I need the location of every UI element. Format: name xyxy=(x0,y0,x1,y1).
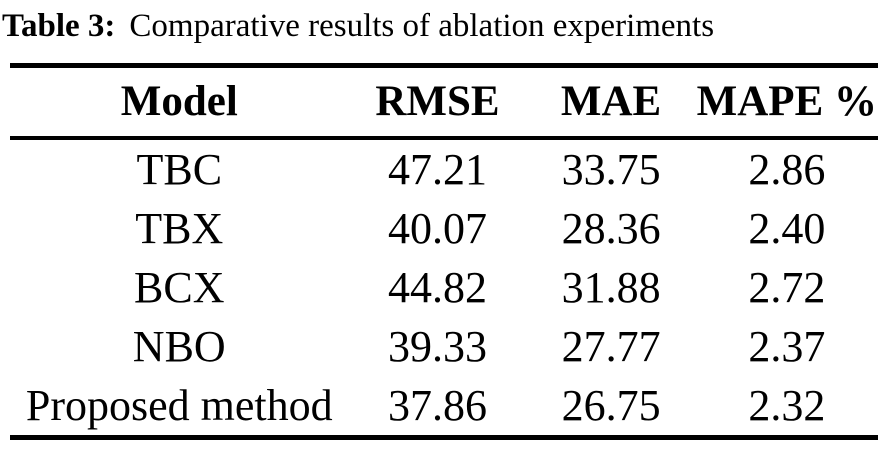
results-table: Model RMSE MAE MAPE % TBC 47.21 33.75 2.… xyxy=(10,62,878,440)
column-header-mae: MAE xyxy=(526,65,696,140)
mae-cell: 26.75 xyxy=(561,380,661,430)
rmse-cell: 37.86 xyxy=(387,380,487,430)
rmse-cell: 40.07 xyxy=(387,203,487,253)
column-header-model: Model xyxy=(10,65,349,140)
model-cell: Proposed method xyxy=(25,380,333,430)
model-cell: NBO xyxy=(132,321,226,371)
caption-label: Table 3: xyxy=(2,8,116,44)
mape-cell: 2.32 xyxy=(748,380,826,430)
table-row: Proposed method 37.86 26.75 2.32 xyxy=(10,376,878,438)
mae-cell: 31.88 xyxy=(561,262,661,312)
table-row: TBC 47.21 33.75 2.86 xyxy=(10,138,878,199)
table-header-row: Model RMSE MAE MAPE % xyxy=(10,65,878,140)
rmse-cell: 44.82 xyxy=(387,262,487,312)
mae-cell: 27.77 xyxy=(561,321,661,371)
model-cell: TBC xyxy=(136,144,223,194)
table-row: TBX 40.07 28.36 2.40 xyxy=(10,199,878,258)
table-row: BCX 44.82 31.88 2.72 xyxy=(10,258,878,317)
mae-cell: 28.36 xyxy=(561,203,661,253)
mae-cell: 33.75 xyxy=(561,144,661,194)
model-cell: BCX xyxy=(134,262,225,312)
mape-cell: 2.37 xyxy=(748,321,826,371)
mape-cell: 2.72 xyxy=(748,262,826,312)
mape-cell: 2.40 xyxy=(748,203,826,253)
table-caption: Table 3: Comparative results of ablation … xyxy=(0,0,888,48)
model-cell: TBX xyxy=(135,203,224,253)
table-row: NBO 39.33 27.77 2.37 xyxy=(10,317,878,376)
rmse-cell: 47.21 xyxy=(387,144,487,194)
caption-text: Comparative results of ablation experime… xyxy=(129,8,715,44)
column-header-rmse: RMSE xyxy=(348,65,527,140)
column-header-mape: MAPE % xyxy=(695,65,878,140)
rmse-cell: 39.33 xyxy=(387,321,487,371)
mape-cell: 2.86 xyxy=(748,144,826,194)
